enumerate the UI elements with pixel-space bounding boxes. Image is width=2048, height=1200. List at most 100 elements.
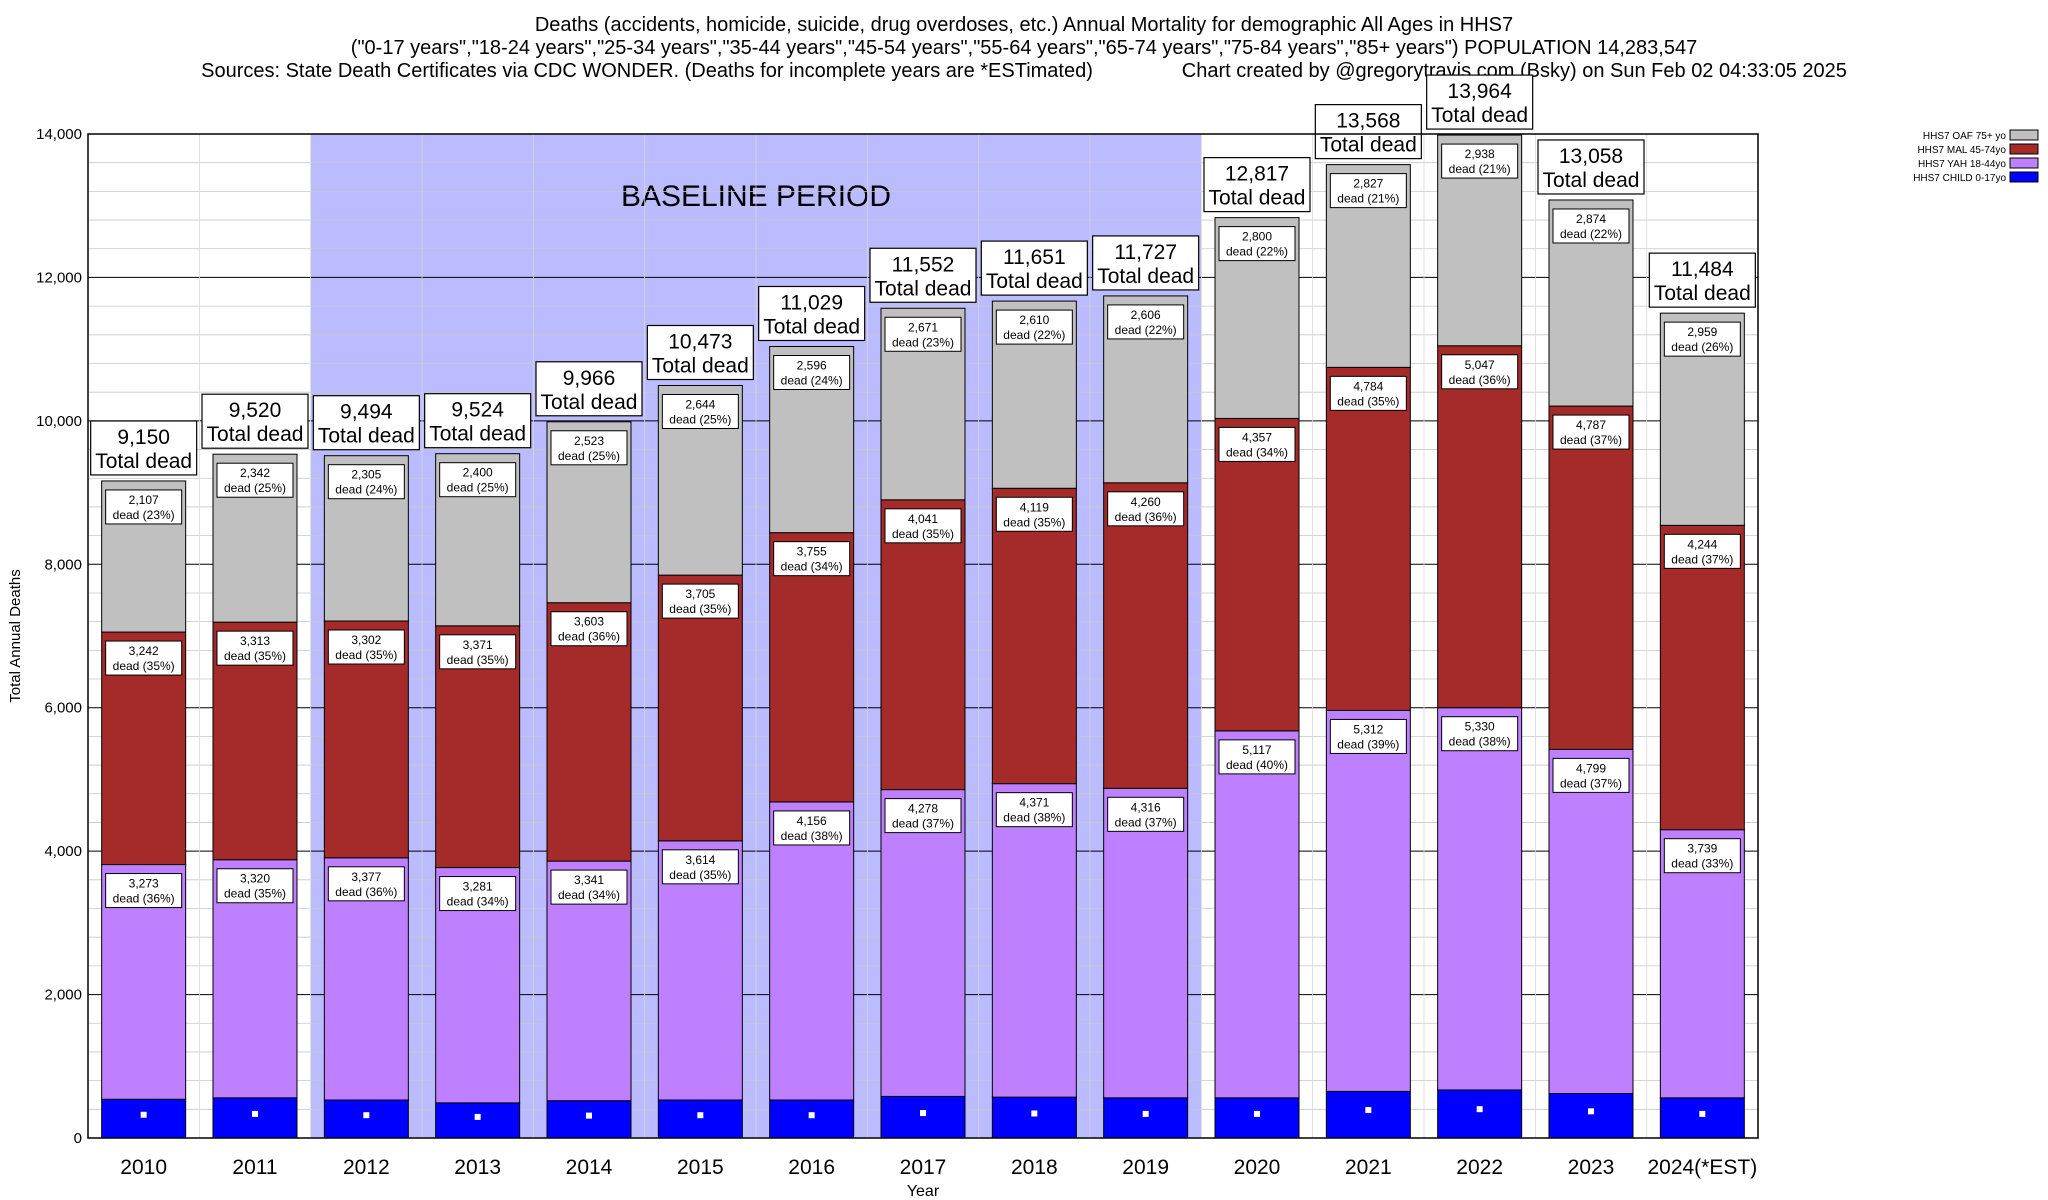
segment-value-label: 3,603 <box>574 615 604 629</box>
total-value-label: 11,552 <box>892 253 955 276</box>
segment-percent-label: dead (22%) <box>1226 245 1288 259</box>
y-tick-label: 12,000 <box>36 269 82 286</box>
legend-label: HHS7 OAF 75+ yo <box>1923 131 2007 142</box>
bar-marker <box>697 1112 704 1119</box>
segment-percent-label: dead (37%) <box>892 817 954 831</box>
segment-label-box <box>1552 414 1630 450</box>
segment-value-label: 3,281 <box>463 880 493 894</box>
segment-percent-label: dead (38%) <box>1003 811 1065 825</box>
total-suffix-label: Total dead <box>318 425 415 448</box>
bar-segment <box>1325 709 1411 1092</box>
segment-label-box <box>1329 173 1407 209</box>
segment-percent-label: dead (35%) <box>335 648 397 662</box>
total-label-box <box>201 393 309 449</box>
segment-label-box <box>1329 718 1407 754</box>
segment-percent-label: dead (36%) <box>1449 373 1511 387</box>
total-suffix-label: Total dead <box>1320 134 1417 157</box>
total-label-box <box>758 285 866 342</box>
bar-segment <box>1548 748 1634 1095</box>
segment-label-box <box>661 849 739 885</box>
bar-marker <box>140 1111 147 1118</box>
bar-marker <box>1254 1110 1260 1117</box>
segment-label-box <box>995 309 1073 345</box>
segment-label-box <box>216 462 294 498</box>
total-suffix-label: Total dead <box>1097 265 1194 288</box>
segment-label-box <box>550 611 628 647</box>
segment-value-label: 4,371 <box>1019 796 1049 810</box>
segment-value-label: 2,938 <box>1465 147 1495 161</box>
bar-segment <box>991 487 1077 785</box>
total-value-label: 9,966 <box>563 367 616 390</box>
segment-value-label: 5,047 <box>1465 358 1495 372</box>
y-tick-label: 2,000 <box>44 987 82 1004</box>
segment-label-box <box>884 316 962 352</box>
segment-percent-label: dead (37%) <box>1560 433 1622 447</box>
bar-segment <box>880 1095 966 1139</box>
y-tick-label: 14,000 <box>36 126 82 143</box>
segment-label-box <box>995 496 1073 532</box>
segment-percent-label: dead (35%) <box>224 887 286 901</box>
segment-value-label: 2,610 <box>1019 313 1049 327</box>
x-tick-label: 2013 <box>454 1156 501 1179</box>
segment-label-box <box>439 634 517 670</box>
x-axis-title: Year <box>907 1183 940 1200</box>
bar-segment <box>1214 730 1300 1099</box>
total-label-box <box>424 393 532 449</box>
segment-label-box <box>327 464 405 500</box>
bar-segment <box>991 783 1077 1098</box>
bar-marker <box>1476 1106 1483 1113</box>
bar-segment <box>1214 417 1300 732</box>
bar-marker <box>252 1110 258 1117</box>
segment-value-label: 5,117 <box>1242 743 1271 757</box>
segment-value-label: 4,316 <box>1131 800 1161 814</box>
bar-segment <box>1437 707 1523 1091</box>
segment-percent-label: dead (35%) <box>1337 394 1399 408</box>
legend-swatch <box>2009 129 2039 141</box>
bar-marker <box>1365 1107 1372 1114</box>
total-label-box <box>1314 104 1422 160</box>
total-value-label: 11,029 <box>780 291 843 314</box>
segment-value-label: 2,671 <box>908 320 938 334</box>
x-tick-label: 2018 <box>1011 1156 1058 1179</box>
bar-segment <box>1548 405 1634 750</box>
total-suffix-label: Total dead <box>1431 104 1528 127</box>
segment-label-box <box>216 868 294 904</box>
segment-value-label: 3,313 <box>240 634 270 648</box>
total-suffix-label: Total dead <box>207 423 304 446</box>
segment-label-box <box>439 876 517 912</box>
x-tick-label: 2011 <box>232 1156 277 1179</box>
bar-marker <box>920 1110 926 1117</box>
bar-segment <box>769 801 855 1101</box>
y-axis-title: Total Annual Deaths <box>7 569 24 702</box>
segment-value-label: 4,260 <box>1131 495 1161 509</box>
segment-label-box <box>1218 739 1296 775</box>
total-label-box <box>535 361 643 417</box>
segment-label-box <box>1107 304 1185 340</box>
segment-label-box <box>1441 716 1519 752</box>
segment-percent-label: dead (35%) <box>669 602 731 616</box>
segment-label-box <box>1441 354 1519 390</box>
segment-label-box <box>550 869 628 905</box>
segment-value-label: 3,377 <box>351 870 381 884</box>
segment-value-label: 3,705 <box>685 587 715 601</box>
bar-segment <box>657 1099 743 1139</box>
segment-label-box <box>105 489 183 525</box>
segment-percent-label: dead (34%) <box>781 560 843 574</box>
legend-swatch <box>2009 157 2039 169</box>
bar-segment <box>880 789 966 1097</box>
x-tick-label: 2021 <box>1345 1156 1392 1179</box>
bar-segment <box>1103 482 1189 789</box>
segment-percent-label: dead (36%) <box>335 885 397 899</box>
segment-value-label: 2,400 <box>463 466 493 480</box>
segment-label-box <box>661 394 739 430</box>
segment-label-box <box>105 873 183 909</box>
segment-value-label: 2,874 <box>1576 212 1606 226</box>
segment-label-box <box>995 792 1073 828</box>
segment-value-label: 4,799 <box>1576 761 1606 775</box>
bar-segment <box>1214 1097 1300 1139</box>
bar-segment <box>1659 524 1745 831</box>
legend-swatch <box>2009 143 2039 155</box>
bar-marker <box>1142 1110 1149 1117</box>
x-tick-label: 2023 <box>1568 1156 1615 1179</box>
segment-label-box <box>1441 143 1519 179</box>
